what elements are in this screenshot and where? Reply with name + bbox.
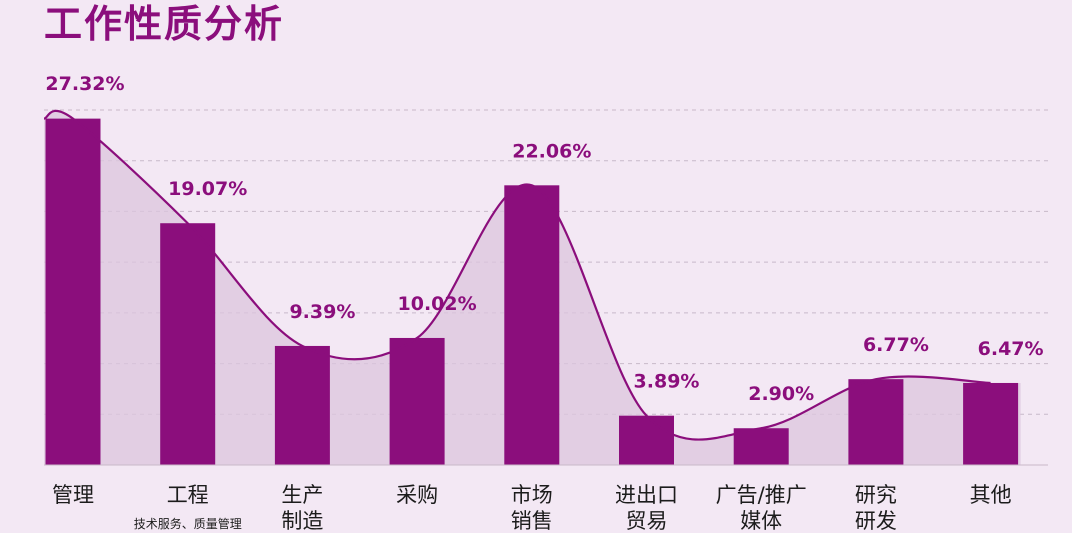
category-label-1: 管理 (52, 483, 94, 507)
category-label-7: 媒体 (740, 509, 782, 533)
value-label-9: 6.47% (978, 338, 1044, 360)
value-label-6: 3.89% (634, 371, 700, 393)
bar-8 (848, 379, 904, 465)
category-label-8: 研究 (855, 483, 897, 507)
category-label-8: 研发 (855, 509, 897, 533)
value-label-5: 22.06% (512, 140, 591, 162)
category-label-6: 贸易 (626, 509, 668, 533)
category-label-5: 市场 (511, 483, 553, 507)
category-label-9: 其他 (970, 483, 1012, 507)
bar-3 (274, 345, 330, 465)
value-label-7: 2.90% (748, 383, 814, 405)
category-note-2: 技术服务、质量管理 (134, 516, 242, 531)
value-label-2: 19.07% (168, 178, 247, 200)
category-label-6: 进出口 (615, 483, 678, 507)
bar-7 (733, 428, 789, 465)
bar-6 (619, 415, 674, 465)
category-label-4: 采购 (396, 483, 438, 507)
category-label-5: 销售 (511, 509, 553, 533)
category-label-7: 广告/推广 (716, 483, 807, 507)
category-label-3: 制造 (281, 509, 323, 533)
bar-4 (389, 337, 445, 465)
value-label-1: 27.32% (45, 73, 124, 95)
bar-2 (160, 223, 216, 465)
chart-title: 工作性质分析 (44, 2, 285, 46)
trend-curve (43, 109, 991, 441)
value-label-4: 10.02% (398, 293, 477, 315)
value-label-3: 9.39% (289, 301, 355, 323)
value-label-8: 6.77% (863, 334, 929, 356)
category-label-3: 生产 (281, 483, 323, 507)
bar-5 (504, 185, 560, 465)
bar-9 (963, 382, 1019, 465)
bar-1 (45, 118, 101, 465)
category-label-2: 工程 (167, 483, 209, 507)
